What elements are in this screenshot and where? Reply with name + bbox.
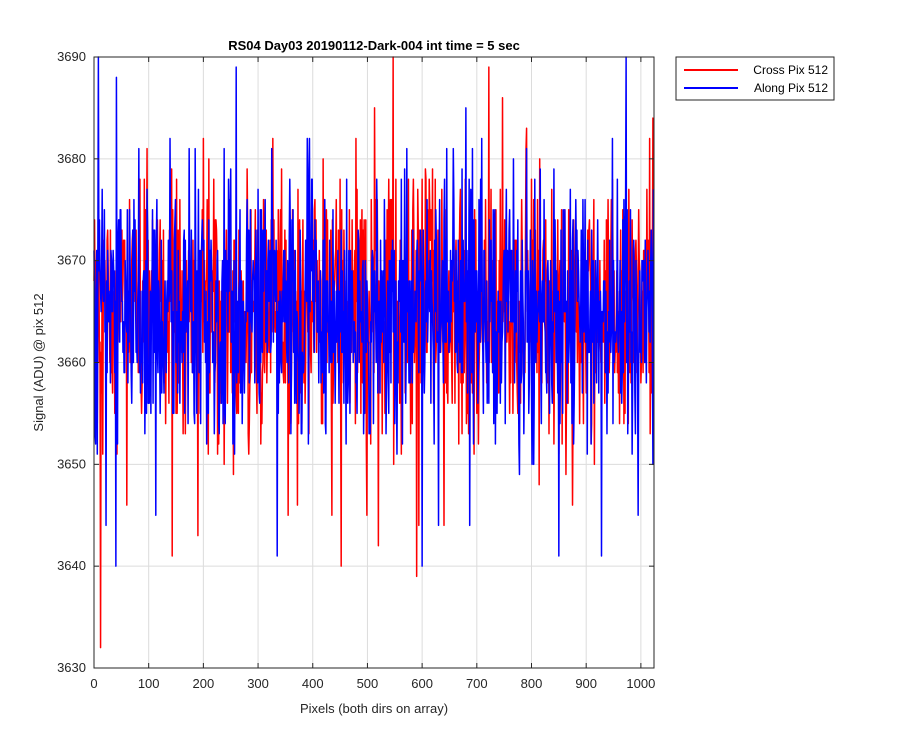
x-tick-label: 300 <box>247 676 269 691</box>
axis-ticks: 0 100 200 300 400 500 600 700 800 900 1000 3630 3640… <box>57 49 655 691</box>
y-tick-label: 3630 <box>57 660 86 675</box>
series-line-along-pix-512 <box>93 56 655 567</box>
x-tick-label: 500 <box>357 676 379 691</box>
legend-box <box>675 56 835 101</box>
x-tick-label: 1000 <box>626 676 655 691</box>
x-tick-label: 900 <box>575 676 597 691</box>
y-tick-label: 3660 <box>57 355 86 370</box>
x-tick-label: 800 <box>521 676 543 691</box>
legend: Cross Pix 512 Along Pix 512 <box>675 56 835 101</box>
chart-title: RS04 Day03 20190112-Dark-004 int time = … <box>228 38 520 53</box>
y-tick-label: 3640 <box>57 558 86 573</box>
x-tick-label: 0 <box>90 676 97 691</box>
x-tick-label: 400 <box>302 676 324 691</box>
x-tick-label: 700 <box>466 676 488 691</box>
legend-label-cross: Cross Pix 512 <box>753 63 828 77</box>
legend-label-along: Along Pix 512 <box>754 81 828 95</box>
y-tick-label: 3650 <box>57 456 86 471</box>
y-tick-label: 3690 <box>57 49 86 64</box>
y-axis-label: Signal (ADU) @ pix 512 <box>31 293 46 431</box>
y-tick-label: 3670 <box>57 253 86 268</box>
x-axis-label: Pixels (both dirs on array) <box>300 701 448 716</box>
y-tick-label: 3680 <box>57 151 86 166</box>
x-tick-label: 200 <box>193 676 215 691</box>
series-layer <box>93 56 655 649</box>
x-tick-label: 100 <box>138 676 160 691</box>
x-tick-label: 600 <box>411 676 433 691</box>
